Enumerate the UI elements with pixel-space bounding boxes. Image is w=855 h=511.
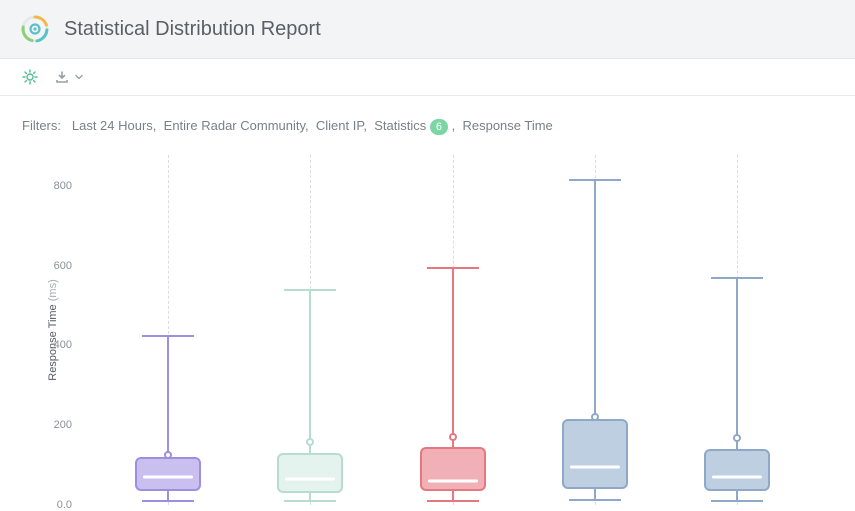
median (428, 479, 478, 482)
whisker-cap (427, 500, 479, 502)
toolbar (0, 59, 855, 96)
header: Statistical Distribution Report (0, 0, 855, 59)
export-button[interactable] (54, 69, 84, 85)
y-tick: 800 (44, 180, 72, 192)
y-axis-label: Response Time (ms) (47, 279, 59, 381)
chevron-down-icon (74, 72, 84, 82)
logo-icon (20, 14, 50, 44)
page-title: Statistical Distribution Report (64, 18, 321, 41)
whisker-cap (569, 499, 621, 501)
box (420, 447, 486, 491)
filter-item[interactable]: Last 24 Hours (72, 118, 153, 133)
median (570, 465, 620, 468)
whisker-cap (711, 500, 763, 502)
whisker-cap (427, 267, 479, 269)
y-tick: 400 (44, 339, 72, 351)
whisker-cap (142, 335, 194, 337)
whisker-cap (142, 500, 194, 502)
median (143, 475, 193, 478)
filter-item[interactable]: Entire Radar Community (164, 118, 305, 133)
filter-item[interactable]: Response Time (462, 118, 552, 133)
download-icon (54, 69, 70, 85)
box (704, 449, 770, 491)
whisker-cap (284, 289, 336, 291)
outlier (306, 438, 314, 446)
box (562, 419, 628, 489)
y-tick: 600 (44, 260, 72, 272)
whisker-cap (284, 500, 336, 502)
chart: Response Time (ms) 0.0200400600800 (44, 155, 835, 505)
y-tick: 0.0 (44, 499, 72, 511)
outlier (733, 434, 741, 442)
whisker-cap (711, 277, 763, 279)
whisker-cap (569, 179, 621, 181)
filters-bar: Filters: Last 24 Hours, Entire Radar Com… (0, 96, 855, 145)
median (285, 477, 335, 480)
refresh-button[interactable] (22, 69, 38, 85)
box (135, 457, 201, 491)
filter-item[interactable]: Client IP (316, 118, 363, 133)
box (277, 453, 343, 493)
sun-icon (22, 69, 38, 85)
outlier (591, 413, 599, 421)
median (712, 475, 762, 478)
outlier (449, 433, 457, 441)
y-tick: 200 (44, 419, 72, 431)
filter-item[interactable]: Statistics (374, 118, 426, 133)
filters-label: Filters: (22, 118, 61, 133)
outlier (164, 451, 172, 459)
plot-area: 0.0200400600800 (78, 155, 827, 505)
filter-count-badge: 6 (430, 119, 448, 135)
